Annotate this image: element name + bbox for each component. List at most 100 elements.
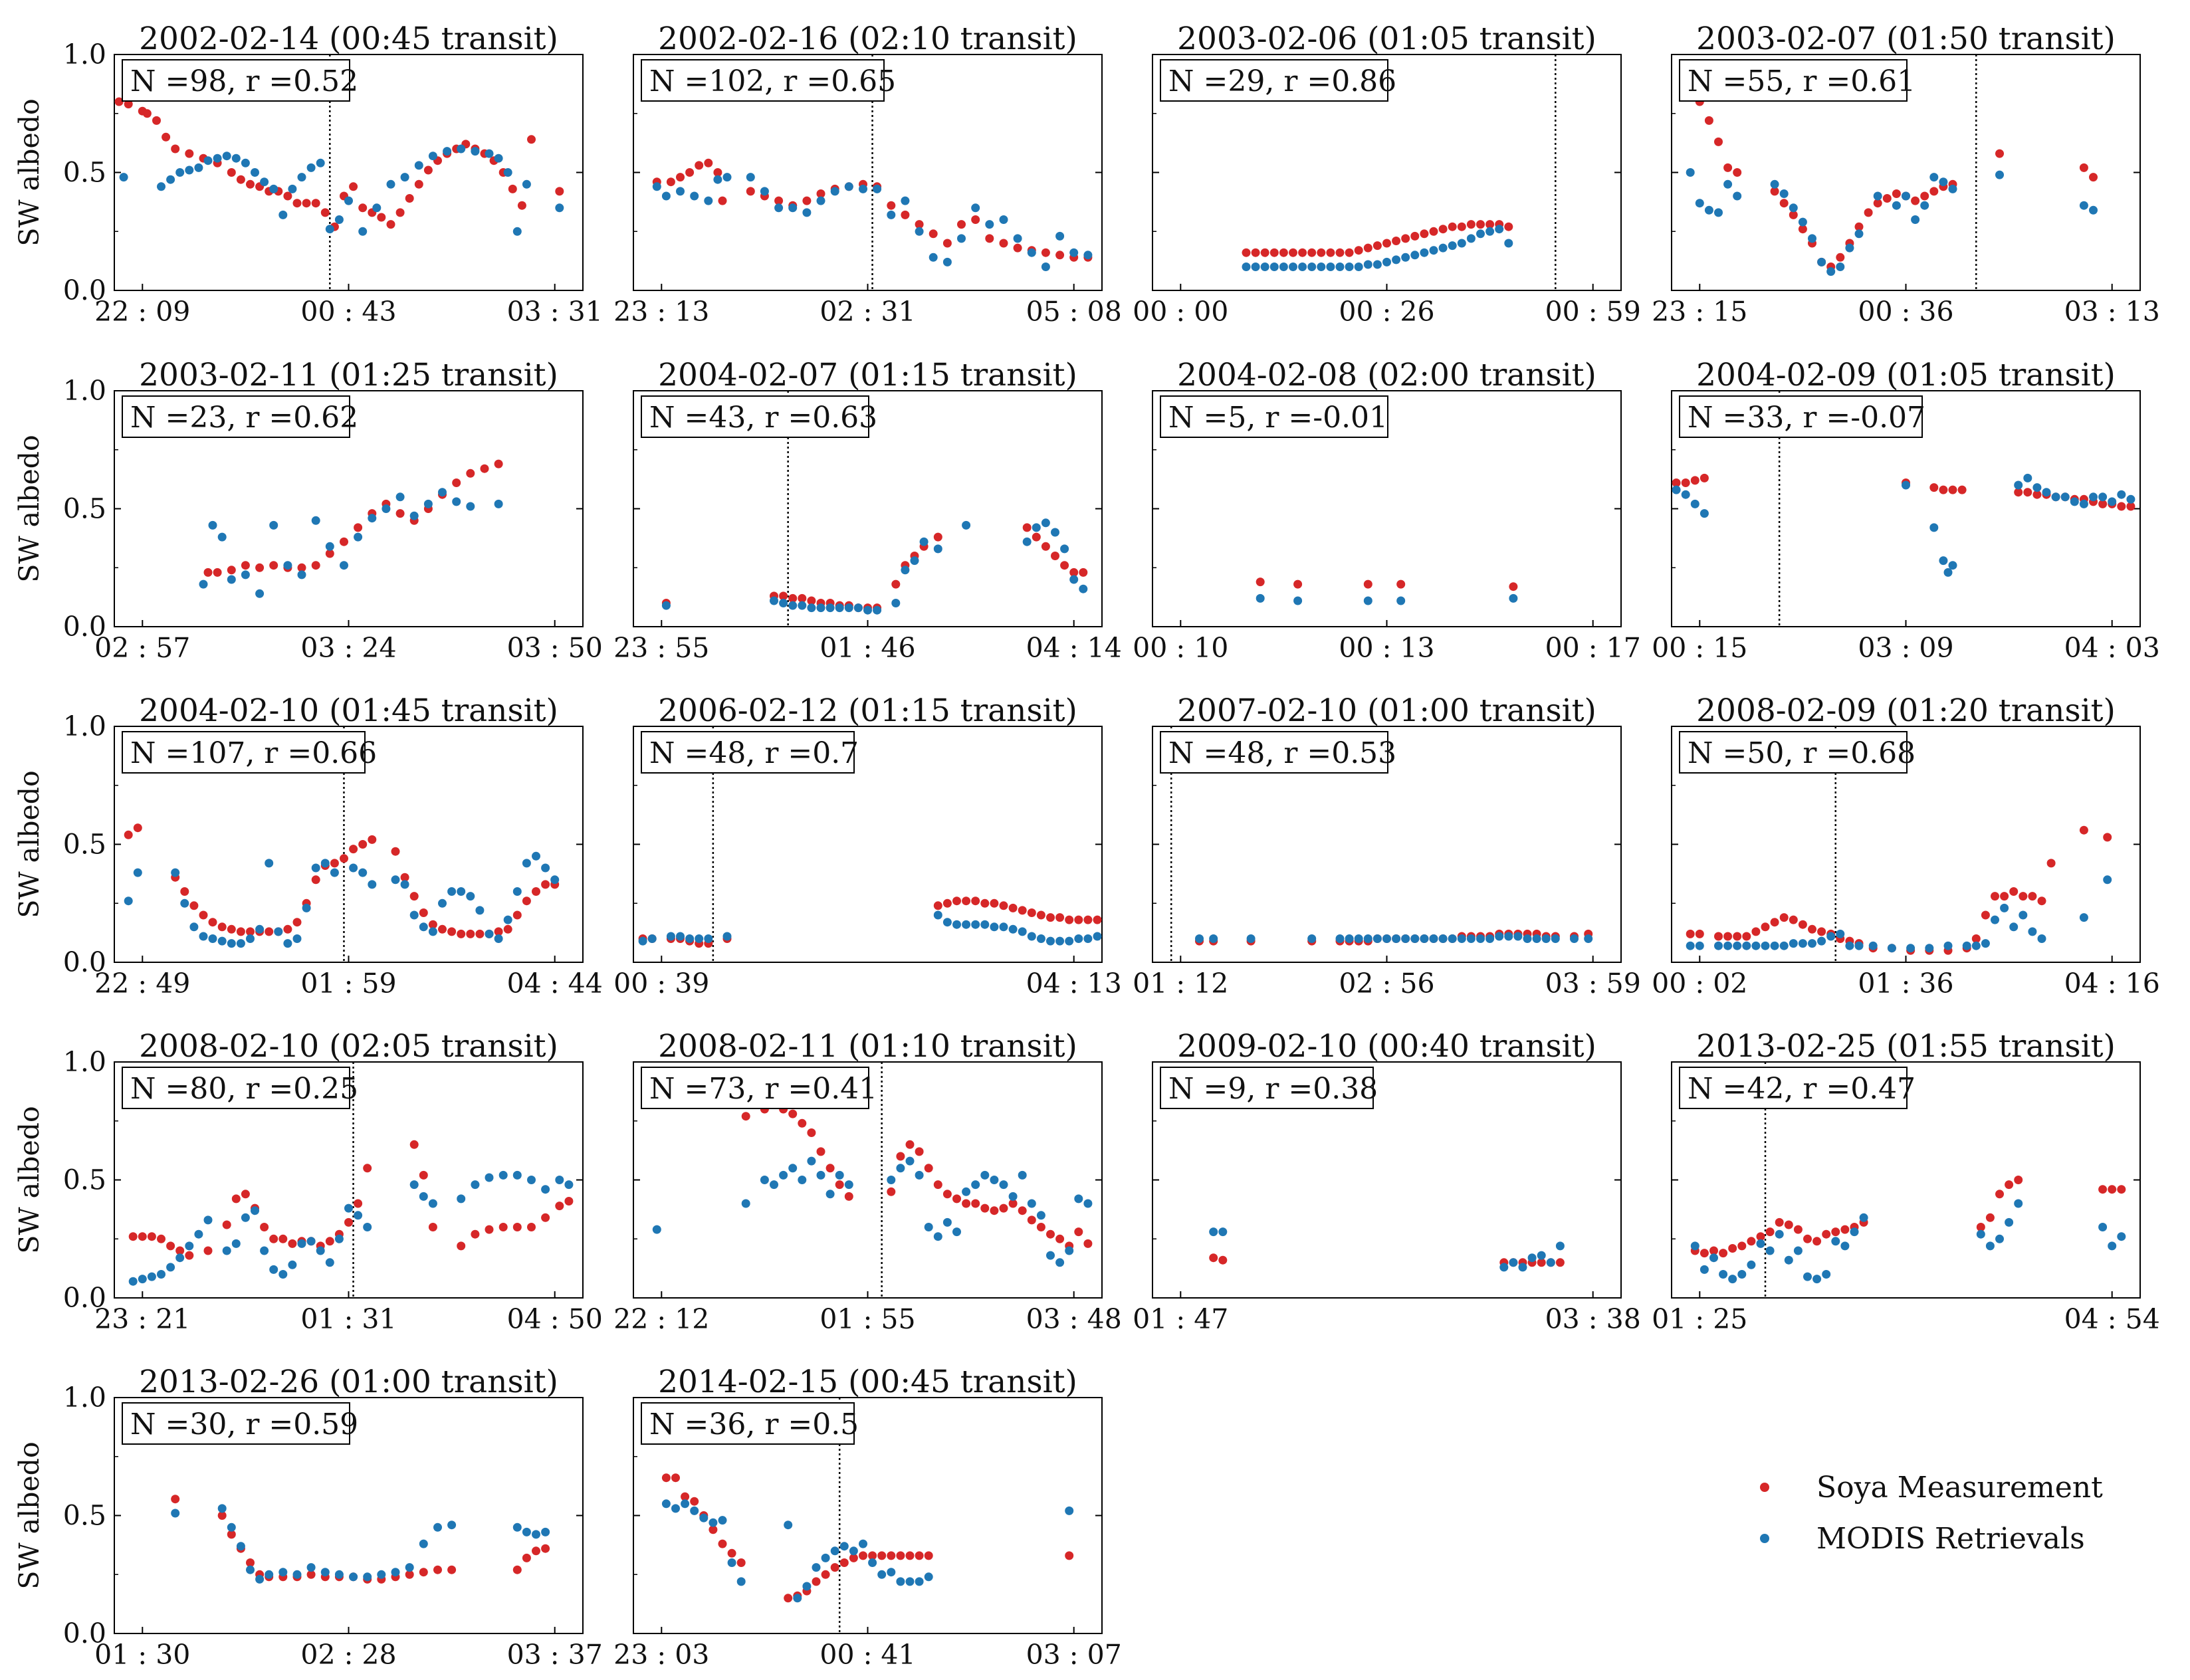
modis-point xyxy=(405,1563,414,1572)
modis-point xyxy=(788,601,798,610)
modis-point xyxy=(532,851,540,861)
soya-point xyxy=(1840,1225,1850,1234)
modis-point xyxy=(222,1246,231,1255)
modis-point xyxy=(1527,1253,1537,1263)
legend-modis-label: MODIS Retrievals xyxy=(1816,1522,2085,1556)
modis-point xyxy=(550,875,560,885)
modis-point xyxy=(919,537,929,546)
soya-point xyxy=(405,194,414,203)
soya-point xyxy=(2079,163,2088,172)
soya-point xyxy=(2117,502,2126,511)
soya-point xyxy=(522,896,531,906)
soya-point xyxy=(1798,225,1807,234)
modis-point xyxy=(1466,934,1476,943)
x-tick-label: 23 : 03 xyxy=(613,1639,709,1671)
soya-point xyxy=(971,215,980,224)
soya-point xyxy=(999,1204,1008,1213)
modis-point xyxy=(999,1180,1008,1190)
x-tick-label: 02 : 56 xyxy=(1339,968,1434,999)
soya-point xyxy=(915,1551,924,1560)
modis-point xyxy=(1022,537,1032,546)
panel-title: 2002-02-14 (00:45 transit) xyxy=(139,21,558,57)
soya-point xyxy=(1022,523,1032,532)
stat-label: N =107, r =0.66 xyxy=(130,736,377,770)
modis-point xyxy=(419,1539,428,1548)
soya-point xyxy=(999,239,1008,248)
soya-point xyxy=(1065,915,1074,924)
modis-point xyxy=(213,154,222,163)
modis-point xyxy=(1817,257,1826,266)
modis-point xyxy=(269,1265,278,1274)
soya-point xyxy=(527,1223,536,1231)
soya-point xyxy=(485,1225,494,1234)
panel-10: 2006-02-12 (01:15 transit) 00 : 39 04 : 13… xyxy=(613,692,1122,999)
modis-point xyxy=(1027,1199,1036,1208)
modis-point xyxy=(391,1568,400,1577)
modis-point xyxy=(2103,875,2112,885)
modis-point xyxy=(512,1522,522,1532)
modis-point xyxy=(1438,934,1448,943)
modis-point xyxy=(166,1263,175,1272)
modis-point xyxy=(830,1546,839,1556)
modis-point xyxy=(382,504,391,513)
modis-point xyxy=(1570,934,1579,943)
x-tick-label: 03 : 38 xyxy=(1545,1303,1641,1335)
soya-point xyxy=(901,210,910,219)
soya-point xyxy=(377,213,386,222)
soya-point xyxy=(522,1553,531,1562)
modis-point xyxy=(227,1522,236,1532)
panel-title: 2003-02-07 (01:50 transit) xyxy=(1696,21,2116,57)
soya-point xyxy=(1737,1241,1747,1251)
soya-point xyxy=(807,596,816,605)
modis-point xyxy=(541,863,550,873)
modis-point xyxy=(713,175,722,184)
modis-point xyxy=(423,499,433,508)
panel-13: 2008-02-10 (02:05 transit) 0.0 0.5 1.0 SW al… xyxy=(13,1028,603,1335)
soya-point xyxy=(1485,220,1495,229)
modis-point xyxy=(255,924,265,934)
stat-label: N =23, r =0.62 xyxy=(130,401,358,435)
soya-point xyxy=(541,1213,550,1222)
soya-point xyxy=(2079,825,2088,835)
soya-point xyxy=(807,1128,816,1137)
soya-point xyxy=(213,568,222,577)
modis-point xyxy=(414,161,423,170)
x-tick-label: 00 : 36 xyxy=(1858,296,1953,328)
modis-point xyxy=(821,1553,830,1562)
modis-point xyxy=(1770,179,1779,189)
panels-group: 2002-02-14 (00:45 transit) 0.0 0.5 1.0 SW al… xyxy=(13,21,2160,1671)
stat-label: N =50, r =0.68 xyxy=(1688,736,1916,770)
stat-label: N =55, r =0.61 xyxy=(1688,64,1916,98)
modis-point xyxy=(325,225,334,234)
modis-point xyxy=(471,147,480,156)
modis-point xyxy=(208,520,217,530)
soya-point xyxy=(1046,913,1055,922)
modis-point xyxy=(1335,262,1345,271)
soya-point xyxy=(1537,1258,1546,1267)
modis-point xyxy=(1008,924,1018,934)
modis-point xyxy=(887,210,896,219)
modis-point xyxy=(269,184,278,193)
modis-point xyxy=(494,934,503,943)
modis-point xyxy=(853,603,863,613)
soya-point xyxy=(1504,222,1513,231)
modis-point xyxy=(330,868,339,877)
stat-box xyxy=(122,1402,350,1445)
soya-point xyxy=(414,179,423,189)
modis-point xyxy=(990,922,999,932)
modis-point xyxy=(1317,262,1326,271)
modis-point xyxy=(1826,267,1836,276)
soya-point xyxy=(203,1246,213,1255)
soya-point xyxy=(1079,568,1088,577)
modis-point xyxy=(532,1530,540,1539)
modis-point xyxy=(770,1180,778,1190)
soya-point xyxy=(532,887,540,896)
soya-point xyxy=(138,1232,147,1241)
modis-point xyxy=(2089,205,2098,215)
modis-point xyxy=(971,203,980,213)
modis-point xyxy=(428,152,437,161)
soya-point xyxy=(859,1551,867,1560)
modis-point xyxy=(825,1190,835,1199)
modis-point xyxy=(1260,262,1269,271)
modis-point xyxy=(741,1199,750,1208)
